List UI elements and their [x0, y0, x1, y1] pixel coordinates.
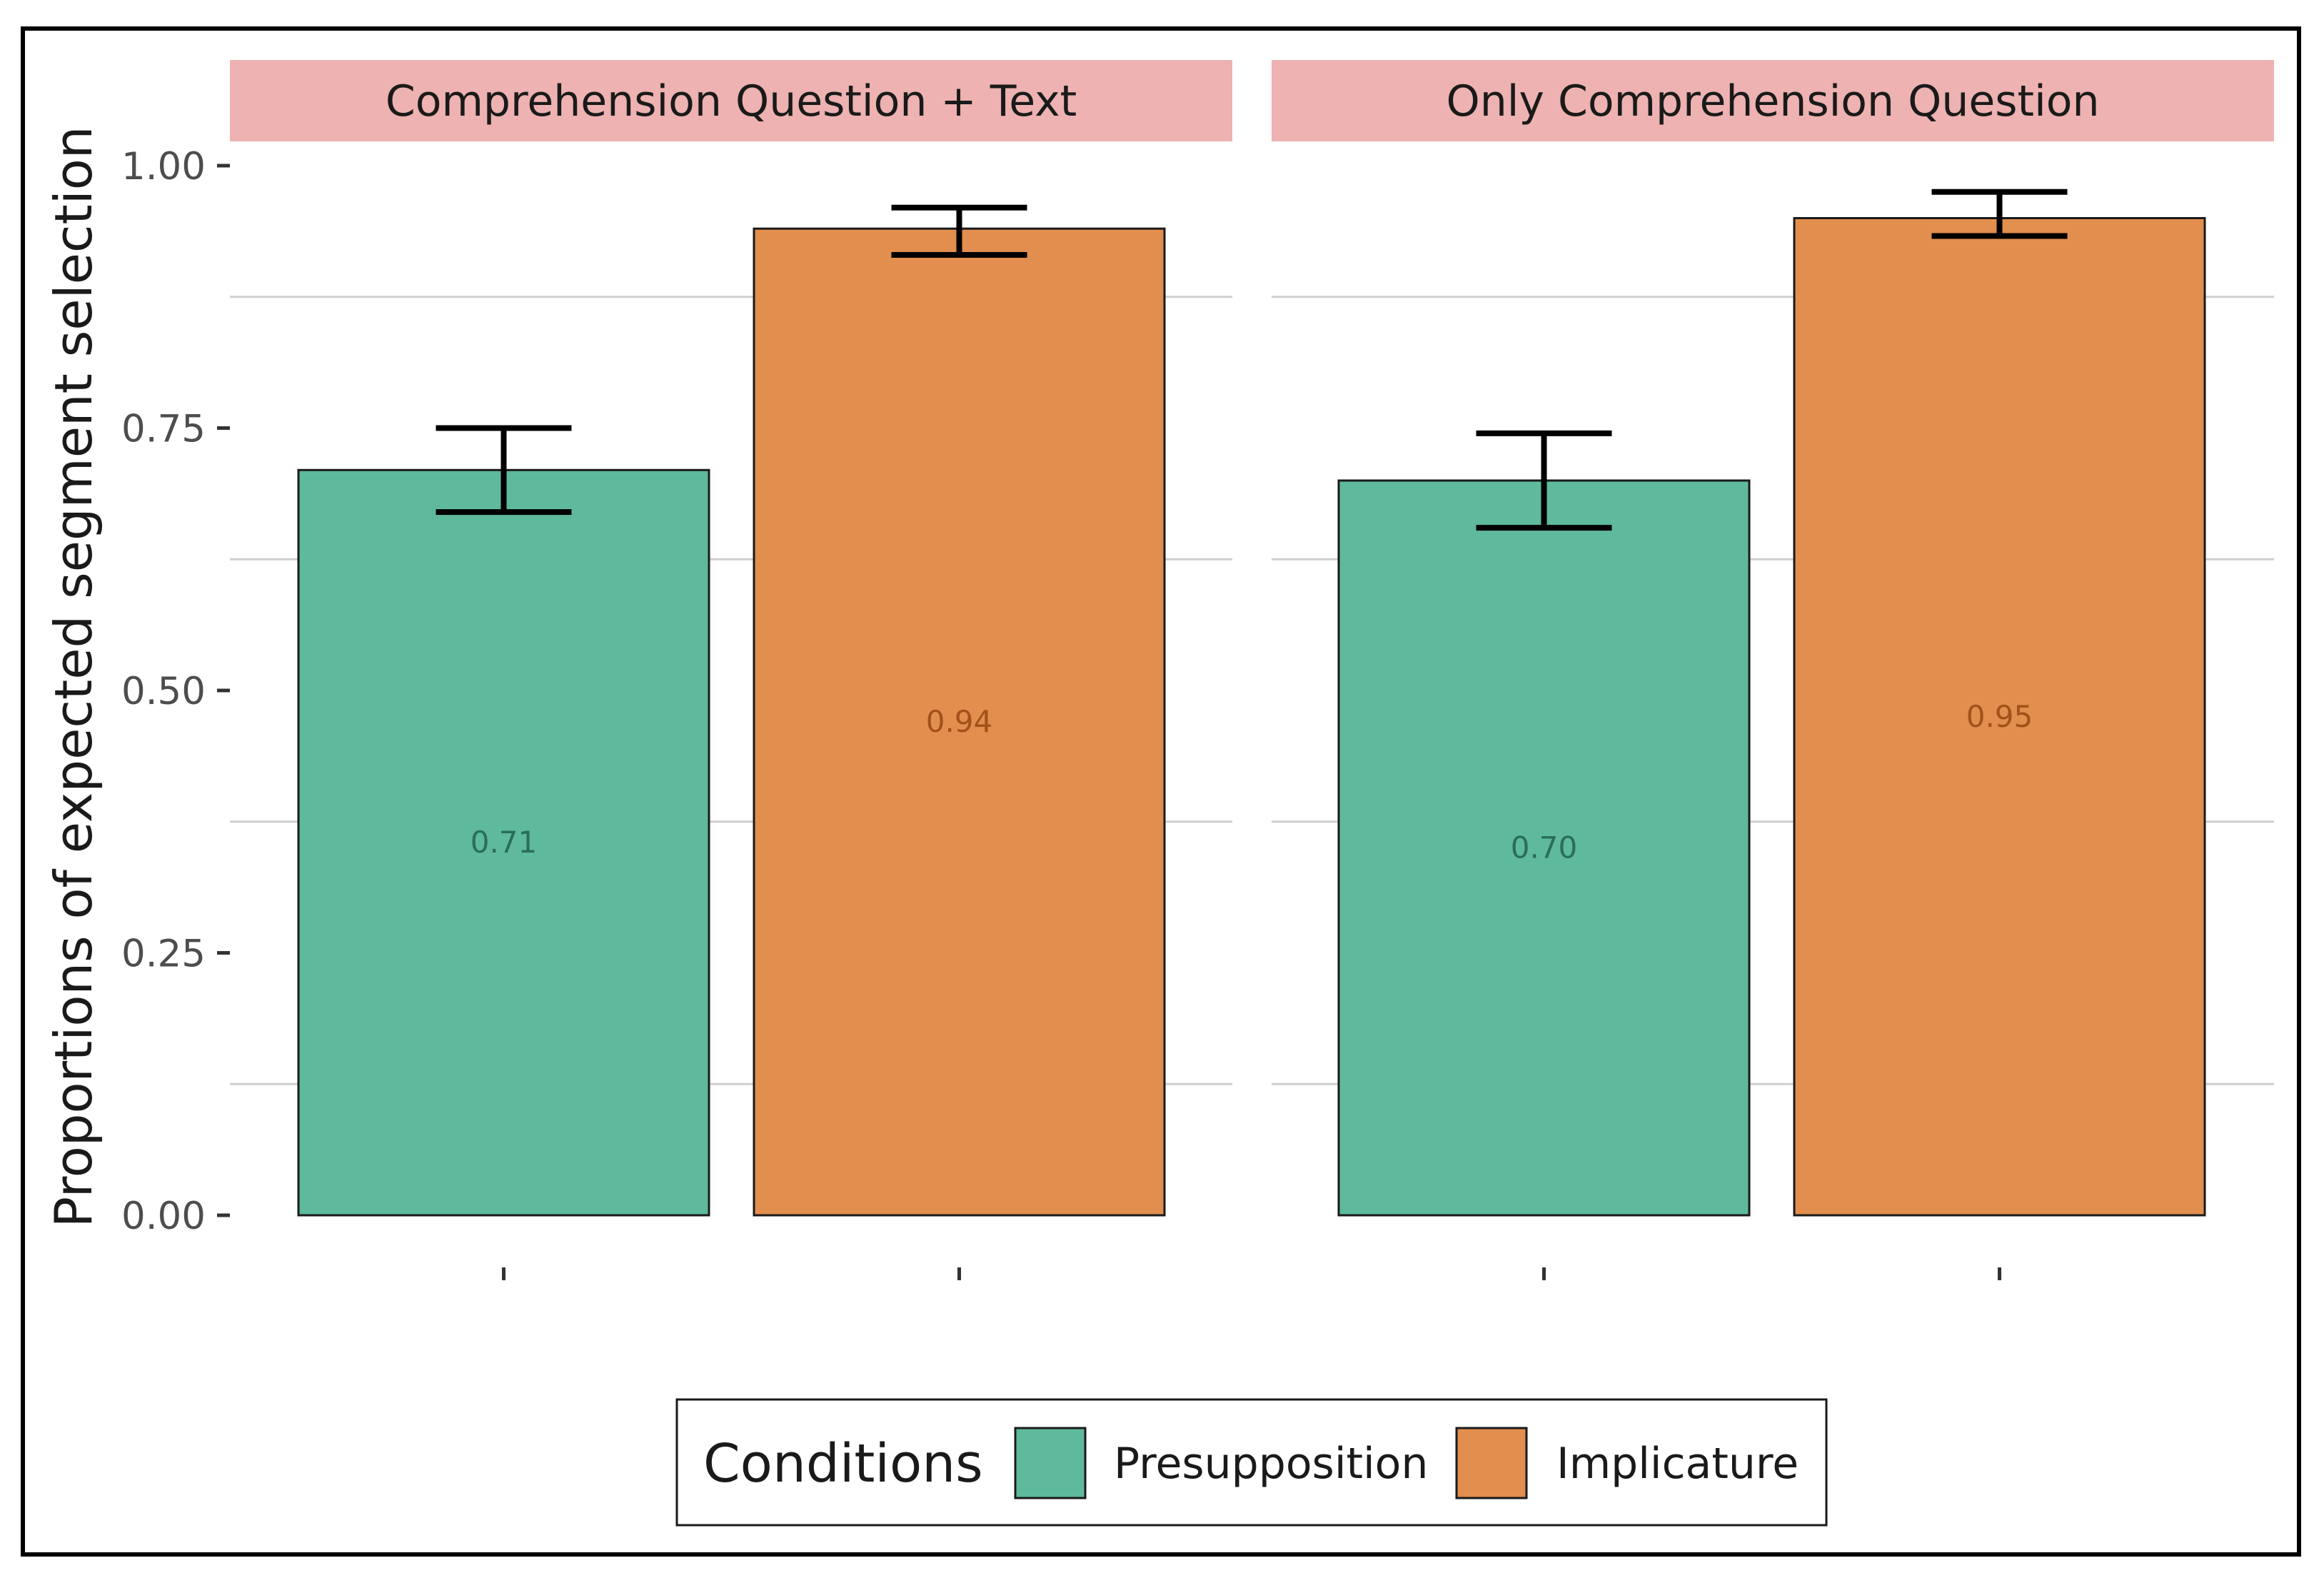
panel-title-comprehension-question-text: Comprehension Question + Text [386, 76, 1077, 126]
panel-title-only-comprehension-question: Only Comprehension Question [1447, 76, 2100, 126]
legend-box [675, 1398, 1828, 1527]
error-bar [436, 425, 572, 516]
error-bar [1476, 430, 1612, 531]
legend-label-implicature: Implicature [1556, 1439, 1799, 1489]
panel-strip-comprehension-question-text [230, 60, 1232, 141]
bar-value-label: 0.94 [926, 704, 993, 739]
y-tick-label: 1.00 [121, 145, 206, 189]
y-tick-label: 0.25 [121, 933, 206, 976]
y-tick-label: 0.00 [121, 1195, 206, 1238]
bars: 0.71 0.94 0.70 0.95 [297, 189, 2206, 1280]
legend-swatch-implicature [1455, 1427, 1528, 1499]
y-axis-label: Proportions of expected segment selectio… [44, 126, 104, 1228]
legend-title: Conditions [703, 1433, 983, 1494]
panel-strip-only-comprehension-question [1272, 60, 2274, 141]
y-tick-label: 0.50 [121, 670, 206, 713]
y-axis: 0.00 0.25 0.50 0.75 1.00 [121, 145, 230, 1238]
error-bar [1931, 189, 2068, 239]
legend-swatch-presupposition [1014, 1427, 1087, 1499]
legend: Conditions Presupposition Implicature [675, 1398, 1828, 1527]
y-tick-label: 0.75 [121, 408, 206, 451]
legend-label-presupposition: Presupposition [1114, 1439, 1428, 1489]
bar-value-label: 0.70 [1511, 830, 1578, 865]
bar-presupposition [297, 468, 710, 1217]
bar-value-label: 0.95 [1966, 699, 2033, 734]
bar-implicature [1793, 217, 2206, 1217]
error-bar [891, 204, 1027, 258]
bar-value-label: 0.71 [471, 825, 538, 860]
bar-implicature [753, 227, 1166, 1217]
